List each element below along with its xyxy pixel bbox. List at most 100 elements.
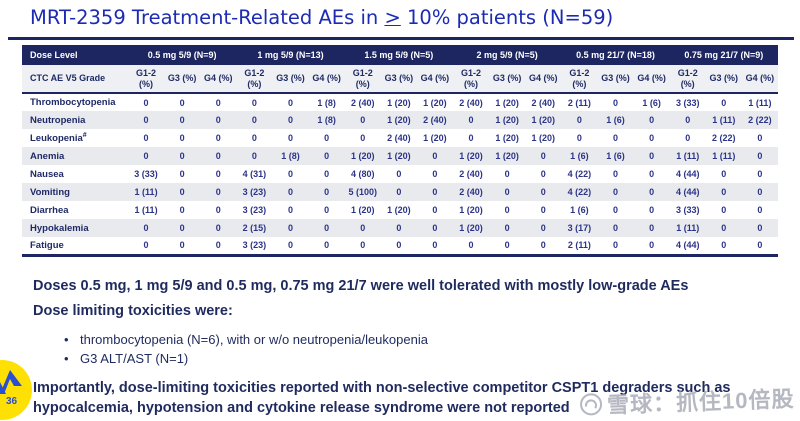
ae-value-cell: 0: [612, 133, 618, 143]
slide-title-suffix: 10% patients (N=59): [407, 6, 614, 29]
ae-value-cell: 5 (100): [348, 187, 377, 197]
ae-value-cell: 1 (20): [495, 115, 519, 125]
ae-value-cell: 0: [396, 187, 402, 197]
ae-value-cell: 2 (11): [567, 97, 591, 108]
ae-value-cell: 4 (44): [669, 237, 706, 257]
ae-value-cell: 0: [215, 187, 221, 197]
bullet-text: thrombocytopenia (N=6), with or w/o neut…: [80, 332, 428, 347]
ae-table: Dose Level 0.5 mg 5/9 (N=9) 1 mg 5/9 (N=1…: [22, 45, 778, 257]
ae-value-cell: 0: [540, 187, 546, 197]
ae-value-cell: 0: [721, 169, 727, 179]
grade-column-header: G3 (%): [380, 65, 417, 94]
grade-column-header: G3 (%): [489, 65, 526, 94]
ae-table-body: Thrombocytopenia 0 0 0 0 0 1 (8) 2 (40) 1 (20) 1 …: [22, 93, 778, 257]
ae-value-cell: 0: [757, 169, 763, 179]
dose-header-row: Dose Level 0.5 mg 5/9 (N=9) 1 mg 5/9 (N=1…: [22, 45, 778, 65]
ae-table-row: Neutropenia 0 0 0 0 0 1 (8) 0 1 (20) 2 (40) 0 1 (20…: [22, 111, 778, 129]
summary-line-dlt: Dose limiting toxicities were:: [33, 303, 233, 319]
ae-value-cell: 0: [540, 169, 546, 179]
dose-group-header: 0.75 mg 21/7 (N=9): [669, 45, 778, 65]
ae-value-cell: 3 (17): [567, 223, 592, 233]
ae-value-cell: 1 (20): [459, 205, 483, 215]
ae-value-cell: 4 (31): [242, 169, 267, 179]
ae-table-row: Fatigue 0 0 0 3 (23) 0 0 0 0 0 0 0 0 2 (11) 0 0 4 (44) 0 0: [22, 237, 778, 257]
grade-header-row: CTC AE V5 Grade G1-2 (%) G3 (%) G4 (%) G1-2…: [22, 65, 778, 94]
ae-value-cell: 0: [576, 115, 582, 125]
ae-table-row: Hypokalemia 0 0 0 2 (15) 0 0 0 0 0 1 (20) 0 0 3 (17) 0…: [22, 219, 778, 237]
ae-value-cell: 0: [721, 187, 727, 197]
ae-value-cell: 0: [251, 151, 257, 161]
ae-value-cell: 1 (20): [387, 115, 411, 125]
ae-value-cell: 0: [200, 237, 237, 257]
ae-value-cell: 0: [721, 97, 727, 108]
ae-value-cell: 0: [251, 115, 257, 125]
ae-value-cell: 1 (11): [712, 151, 736, 161]
ae-value-cell: 3 (23): [242, 205, 267, 215]
ae-value-cell: 4 (22): [567, 187, 592, 197]
ae-value-cell: 0: [380, 237, 417, 257]
ae-value-cell: 1 (6): [642, 97, 661, 108]
ae-value-cell: 0: [179, 151, 185, 161]
ae-value-cell: 0: [324, 205, 330, 215]
grade-column-header: G4 (%): [633, 65, 670, 94]
ae-value-cell: 0: [215, 115, 221, 125]
ae-value-cell: 1 (6): [606, 151, 625, 161]
ae-value-cell: 0: [287, 133, 293, 143]
ae-value-cell: 0: [468, 133, 474, 143]
ae-value-cell: 4 (44): [675, 187, 700, 197]
ae-value-cell: 1 (6): [570, 151, 589, 161]
ae-value-cell: 0: [143, 97, 149, 108]
ae-value-cell: 0: [143, 133, 149, 143]
ae-row-label: Hypokalemia: [30, 222, 89, 234]
ae-value-cell: 0: [576, 133, 582, 143]
ae-value-cell: 1 (20): [350, 151, 375, 161]
title-divider-line: [8, 37, 794, 40]
ae-value-cell: 0: [525, 237, 562, 257]
slide-title: MRT-2359 Treatment-Related AEs in > 10% …: [30, 6, 770, 29]
ae-value-cell: 4 (22): [567, 169, 592, 179]
grade-column-header: G3 (%): [164, 65, 201, 94]
ae-value-cell: 1 (20): [531, 115, 556, 125]
ae-value-cell: 0: [215, 169, 221, 179]
greater-equal-symbol: >: [384, 6, 401, 29]
ae-value-cell: 2 (40): [531, 97, 556, 108]
ae-value-cell: 3 (33): [675, 205, 700, 215]
ae-value-cell: 0: [308, 237, 345, 257]
ae-value-cell: 0: [324, 223, 330, 233]
ae-value-cell: 0: [757, 205, 763, 215]
ae-value-cell: 1 (20): [387, 151, 411, 161]
ae-value-cell: 0: [287, 169, 293, 179]
ae-value-cell: 1 (20): [387, 97, 411, 108]
ae-value-cell: 0: [649, 151, 655, 161]
ae-table-container: Dose Level 0.5 mg 5/9 (N=9) 1 mg 5/9 (N=1…: [22, 45, 778, 257]
ae-row-label: Neutropenia: [30, 114, 86, 126]
grade-column-header: G1-2 (%): [561, 65, 598, 94]
ae-value-cell: 0: [324, 187, 330, 197]
ae-value-cell: 1 (20): [423, 97, 447, 108]
ae-value-cell: 1 (20): [495, 151, 519, 161]
ae-value-cell: 0: [757, 223, 763, 233]
grade-column-header: G4 (%): [741, 65, 778, 94]
ae-value-cell: 0: [416, 237, 453, 257]
ae-value-cell: 0: [649, 187, 655, 197]
grade-column-header: G4 (%): [525, 65, 562, 94]
ae-value-cell: 2 (22): [712, 133, 736, 143]
ae-value-cell: 1 (8): [317, 97, 336, 108]
ae-value-cell: 0: [685, 115, 691, 125]
ctc-grade-corner-header: CTC AE V5 Grade: [22, 65, 128, 94]
ae-row-label: Fatigue: [22, 237, 128, 257]
ae-value-cell: 0: [164, 237, 201, 257]
ae-value-cell: 0: [128, 237, 165, 257]
dose-group-header: 0.5 mg 5/9 (N=9): [128, 45, 237, 65]
ae-value-cell: 1 (11): [134, 187, 158, 197]
ae-value-cell: 0: [179, 205, 185, 215]
ae-row-label: Anemia: [30, 150, 65, 162]
bullet-icon: •: [64, 351, 69, 366]
ae-value-cell: 0: [179, 97, 185, 108]
ae-value-cell: 0: [287, 223, 293, 233]
ae-value-cell: 3 (33): [134, 169, 158, 179]
ae-table-row: Anemia 0 0 0 0 1 (8) 0 1 (20) 1 (20) 0 1 (20) 1 (20…: [22, 147, 778, 165]
grade-column-header: G1-2 (%): [669, 65, 706, 94]
dose-level-corner-header: Dose Level: [22, 45, 128, 65]
ae-value-cell: 0: [721, 223, 727, 233]
